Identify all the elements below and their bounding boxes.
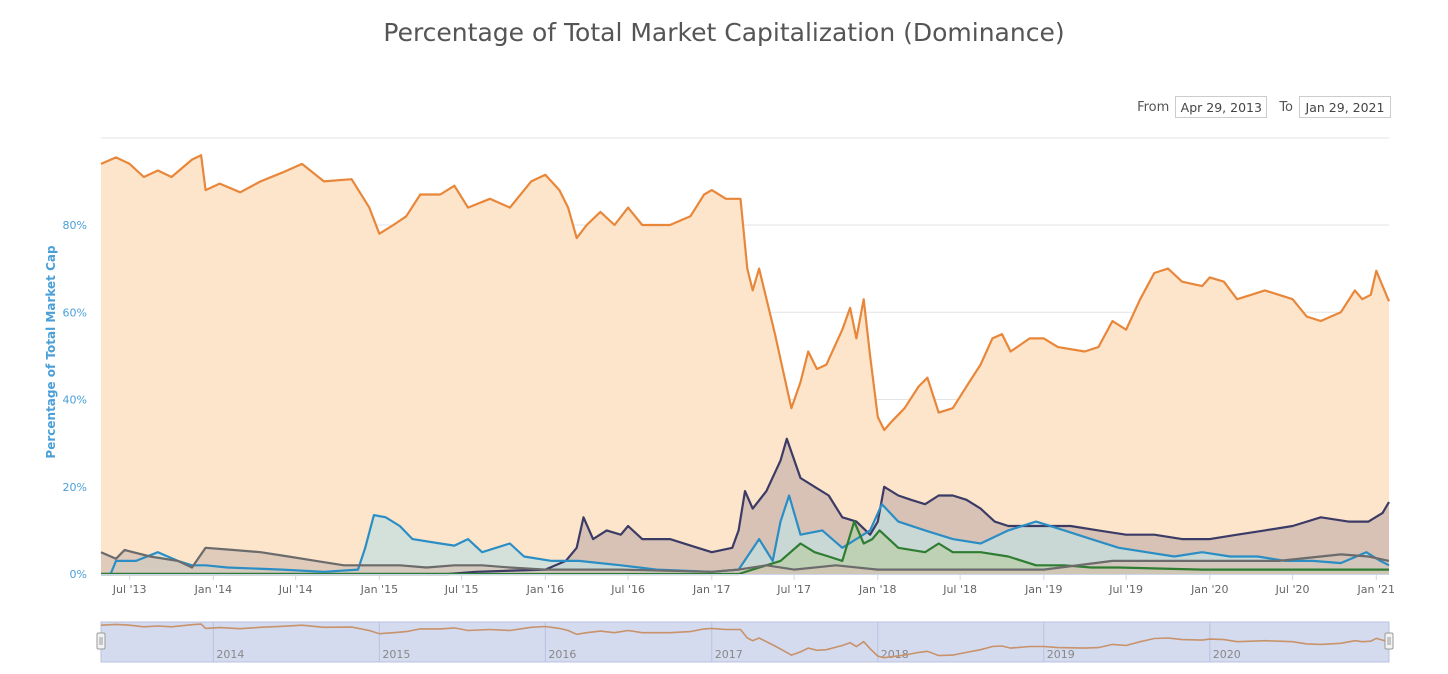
x-tick-label: Jul '13 (112, 583, 147, 596)
series-line (101, 520, 1389, 576)
y-tick-label: 40% (63, 394, 87, 407)
y-tick-label: 60% (63, 306, 87, 319)
x-tick-label: Jan '20 (1190, 583, 1228, 596)
x-tick-label: Jan '14 (194, 583, 232, 596)
navigator-tick-label: 2017 (715, 648, 743, 661)
y-tick-label: 80% (63, 219, 87, 232)
y-tick-label: 20% (63, 481, 87, 494)
series-area (101, 495, 1389, 574)
series-areas (101, 155, 1389, 574)
x-tick-label: Jul '15 (444, 583, 479, 596)
series-line (100, 546, 1390, 573)
navigator-tick-label: 2015 (382, 648, 410, 661)
x-tick-label: Jul '17 (776, 583, 811, 596)
x-tick-label: Jul '14 (278, 583, 313, 596)
x-axis-ticks: Jul '13 Jan '14 Jul '14 Jan '15 Jul '15 Jan '… (101, 574, 1395, 596)
series-line (100, 154, 1391, 432)
from-date-input[interactable] (1175, 96, 1268, 118)
y-axis-label: Percentage of Total Market Cap (44, 245, 58, 459)
navigator-tick-label: 2016 (548, 648, 576, 661)
x-tick-label: Jul '16 (610, 583, 645, 596)
to-label: To (1279, 99, 1293, 115)
x-tick-label: Jan '15 (360, 583, 398, 596)
x-tick-label: Jan '18 (858, 583, 896, 596)
x-tick-label: Jul '20 (1275, 583, 1310, 596)
date-range-selector: From To (1137, 96, 1391, 118)
series-lines (100, 154, 1391, 576)
from-label: From (1137, 99, 1170, 115)
navigator-tick-label: 2014 (216, 648, 244, 661)
x-tick-label: Jul '18 (942, 583, 977, 596)
x-tick-label: Jan '16 (526, 583, 564, 596)
navigator-handle[interactable] (96, 632, 106, 650)
y-tick-label: 0% (70, 568, 87, 581)
to-date-input[interactable] (1299, 96, 1391, 118)
series-line (101, 494, 1390, 576)
x-tick-label: Jan '19 (1024, 583, 1062, 596)
navigator-tick-label: 2020 (1213, 648, 1241, 661)
series-area (101, 155, 1389, 574)
navigator-handle[interactable] (1384, 632, 1394, 650)
navigator-tick-label: 2019 (1047, 648, 1075, 661)
navigator-selection[interactable] (100, 621, 1390, 663)
x-tick-label: Jul '19 (1108, 583, 1143, 596)
range-navigator[interactable]: 2014 2015 2016 2017 2018 2019 2020 (96, 621, 1394, 663)
chart-title: Percentage of Total Market Capitalizatio… (383, 18, 1065, 47)
x-tick-label: Jan '17 (692, 583, 730, 596)
navigator-series-line (100, 623, 1390, 659)
series-line (101, 437, 1390, 576)
x-tick-label: Jan '21 (1357, 583, 1395, 596)
y-axis-ticks: 0% 20% 40% 60% 80% (63, 219, 87, 581)
